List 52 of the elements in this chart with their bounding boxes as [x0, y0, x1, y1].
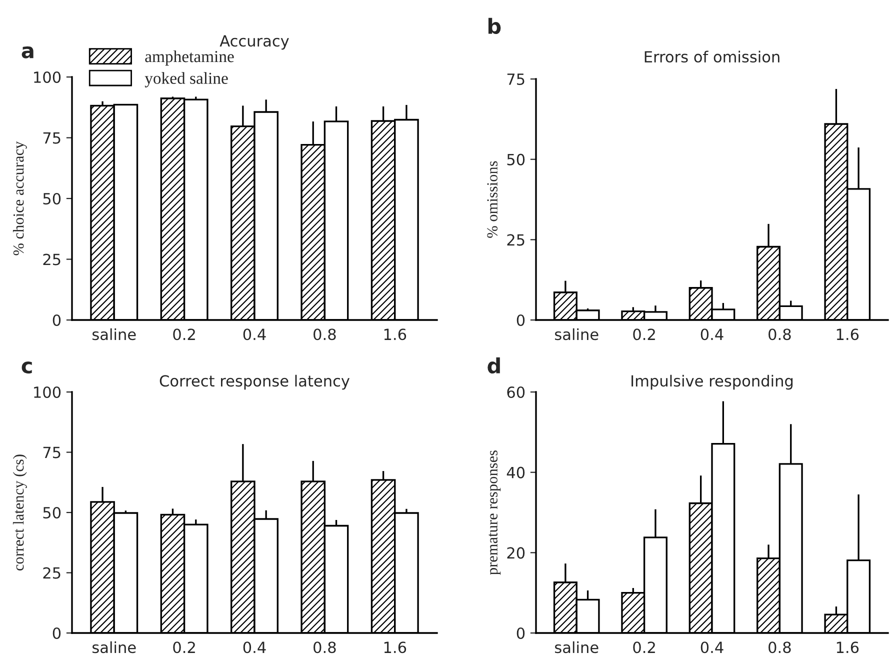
- legend-label: yoked saline: [144, 72, 228, 88]
- legend-label: amphetamine: [145, 50, 234, 66]
- text: d: [488, 357, 500, 374]
- x-tick-label: 0.2: [633, 328, 655, 340]
- y-tick-label: 20: [507, 547, 525, 559]
- x-tick-label: 0.4: [243, 328, 266, 340]
- x-tick-label: 0.2: [173, 642, 195, 654]
- x-tick-label: 0.8: [314, 642, 336, 654]
- x-tick-label: 1.6: [836, 328, 859, 340]
- y-tick-label: 50: [43, 192, 61, 205]
- chart-title: Correct response latency: [160, 374, 350, 390]
- y-tick-label: 100: [34, 71, 61, 84]
- y-tick-label: 25: [43, 254, 60, 266]
- y-tick-label: 50: [43, 506, 61, 519]
- y-tick-label: 0: [516, 627, 525, 640]
- x-tick-label: 0.2: [633, 642, 655, 654]
- x-tick-label: 0.8: [768, 642, 791, 654]
- y-tick-label: 75: [43, 132, 60, 144]
- x-tick-label: 1.6: [384, 642, 406, 654]
- chart-title: Impulsive responding: [632, 374, 793, 390]
- x-tick-label: 0.4: [243, 642, 266, 654]
- chart-title: Errors of omission: [644, 50, 780, 63]
- x-tick-label: 0.8: [768, 328, 791, 340]
- y-tick-label: 100: [34, 386, 61, 398]
- text: a: [22, 46, 34, 58]
- y-tick-label: 0: [52, 627, 61, 640]
- y-tick-label: 25: [43, 567, 60, 579]
- x-tick-label: saline: [554, 641, 598, 654]
- x-tick-label: 1.6: [384, 328, 406, 340]
- x-tick-label: 0.8: [314, 328, 336, 340]
- text: b: [488, 18, 501, 34]
- x-tick-label: 0.4: [700, 328, 724, 340]
- y-axis-title: % omissions: [487, 161, 498, 238]
- chart-title: Accuracy: [220, 35, 289, 50]
- x-tick-label: 0.2: [173, 328, 195, 340]
- y-tick-label: 25: [507, 234, 524, 246]
- y-axis-title: % choice accuracy: [12, 141, 27, 256]
- text: c: [22, 362, 32, 374]
- y-tick-label: 0: [52, 314, 61, 326]
- y-tick-label: 0: [516, 314, 525, 326]
- x-tick-label: 1.6: [836, 642, 859, 654]
- y-tick-label: 50: [507, 154, 525, 166]
- y-tick-label: 40: [506, 466, 525, 478]
- y-tick-label: 60: [507, 386, 525, 398]
- x-tick-label: saline: [92, 641, 136, 654]
- y-tick-label: 75: [507, 74, 524, 86]
- y-axis-title: premature responses: [488, 450, 501, 575]
- y-axis-title: correct latency (cs): [12, 454, 27, 570]
- x-tick-label: saline: [92, 328, 136, 340]
- x-tick-label: saline: [554, 328, 598, 340]
- y-tick-label: 75: [43, 446, 60, 458]
- x-tick-label: 0.4: [700, 642, 724, 654]
